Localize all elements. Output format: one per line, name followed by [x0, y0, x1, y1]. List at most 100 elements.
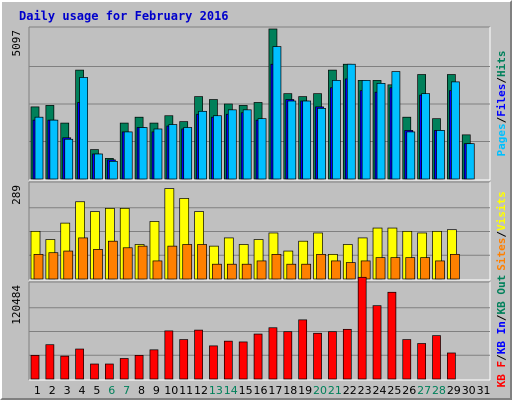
bar-kb-f-day-11: [179, 339, 189, 380]
bar-pages-day-3: [64, 138, 74, 180]
bar-pages-day-6: [109, 160, 118, 180]
bar-pages-day-26: [406, 131, 416, 180]
day-label-2: 2: [49, 384, 56, 397]
bar-pages-day-20: [317, 108, 326, 180]
bar-pages-day-18: [287, 100, 297, 180]
bar-sites-day-27: [420, 257, 430, 280]
legend-entry: Sites: [495, 238, 508, 271]
bar-pages-day-10: [168, 124, 178, 180]
bar-kb-f-day-6: [105, 363, 114, 380]
day-label-27: 27: [417, 384, 431, 397]
bar-sites-day-11: [182, 244, 193, 280]
day-label-6: 6: [108, 384, 115, 397]
bar-pages-day-22: [346, 63, 356, 180]
bar-sites-day-22: [345, 262, 356, 280]
day-label-19: 19: [298, 384, 312, 397]
bar-pages-day-2: [49, 119, 59, 180]
bar-pages-day-16: [257, 118, 267, 180]
bar-sites-day-28: [435, 260, 445, 280]
bar-pages-day-17: [272, 46, 282, 180]
chart-title: Daily usage for February 2016: [19, 9, 229, 23]
bar-sites-day-25: [390, 257, 401, 280]
bar-kb-f-day-12: [194, 329, 203, 380]
bar-pages-day-1: [34, 116, 44, 180]
day-axis-labels: 1 2 3 4 5 6 7 8 9 10 11 12 13 14 15 16 17 18 19 20 21 22 23 24 2…: [34, 384, 491, 397]
bar-pages-day-11: [183, 127, 193, 180]
day-label-14: 14: [224, 384, 238, 397]
bar-sites-day-7: [122, 247, 133, 280]
day-label-12: 12: [194, 384, 208, 397]
day-label-15: 15: [239, 384, 253, 397]
chart-panels: 5097Pages/Files/Hits289Sites/Visits12048…: [10, 26, 508, 388]
legend-entry: /: [495, 314, 508, 321]
day-label-4: 4: [79, 384, 86, 397]
day-label-11: 11: [179, 384, 193, 397]
day-label-31: 31: [477, 384, 491, 397]
bar-kb-f-day-15: [238, 341, 248, 380]
bar-kb-f-day-28: [432, 335, 441, 380]
bar-kb-f-day-26: [402, 339, 412, 380]
bar-kb-f-day-8: [134, 354, 144, 380]
legend-entry: Hits: [495, 51, 508, 78]
bar-sites-day-18: [286, 263, 297, 280]
bar-sites-day-23: [360, 260, 371, 280]
day-label-1: 1: [34, 384, 41, 397]
bar-sites-day-16: [256, 260, 267, 280]
day-label-30: 30: [462, 384, 476, 397]
panel-top-legend: Pages/Files/Hits: [495, 51, 508, 157]
day-label-23: 23: [358, 384, 372, 397]
bar-kb-f-day-21: [328, 331, 337, 380]
bar-sites-day-29: [450, 253, 460, 280]
panel-bottom-legend: KB F/KB In/KB Out: [495, 275, 508, 388]
day-label-17: 17: [268, 384, 282, 397]
bar-kb-f-day-3: [60, 355, 70, 380]
bar-kb-f-day-19: [298, 319, 308, 380]
bar-kb-f-day-25: [387, 291, 397, 380]
bar-sites-day-24: [375, 257, 386, 280]
day-label-28: 28: [432, 384, 446, 397]
bar-sites-day-9: [152, 260, 163, 280]
bar-pages-day-9: [153, 128, 163, 180]
legend-entry: /: [495, 354, 508, 361]
bar-kb-f-day-14: [223, 340, 233, 380]
bar-sites-day-2: [48, 252, 59, 280]
bar-pages-day-30: [465, 143, 475, 180]
bar-sites-day-1: [33, 253, 44, 280]
bar-pages-day-7: [123, 131, 133, 180]
bar-kb-f-day-22: [342, 328, 352, 380]
bar-kb-f-day-23: [357, 276, 367, 380]
bar-pages-day-4: [79, 77, 88, 180]
day-label-22: 22: [343, 384, 357, 397]
bar-kb-f-day-29: [447, 352, 456, 380]
day-label-21: 21: [328, 384, 342, 397]
day-label-13: 13: [209, 384, 223, 397]
day-label-24: 24: [372, 384, 386, 397]
day-label-7: 7: [123, 384, 130, 397]
legend-entry: KB Out: [495, 275, 508, 315]
panel-middle-max-label: 289: [10, 185, 23, 205]
legend-entry: /: [495, 116, 508, 123]
bar-sites-day-21: [331, 260, 341, 280]
bar-kb-f-day-10: [164, 330, 174, 380]
legend-entry: Pages: [495, 123, 508, 156]
legend-entry: KB F: [495, 361, 508, 388]
bar-sites-day-17: [271, 253, 282, 280]
bar-sites-day-19: [301, 263, 312, 280]
day-label-20: 20: [313, 384, 327, 397]
bar-sites-day-12: [197, 244, 207, 280]
bar-sites-day-4: [78, 237, 88, 280]
panel-top-max-label: 5097: [10, 30, 23, 57]
legend-entry: Visits: [495, 191, 508, 231]
day-label-26: 26: [402, 384, 416, 397]
bar-kb-f-day-2: [45, 344, 55, 380]
bar-pages-day-25: [391, 71, 401, 180]
bar-pages-day-8: [138, 127, 148, 180]
bar-sites-day-13: [212, 263, 222, 280]
bar-sites-day-5: [93, 249, 103, 280]
bar-kb-f-day-20: [313, 332, 322, 380]
bar-kb-f-day-17: [268, 327, 278, 380]
